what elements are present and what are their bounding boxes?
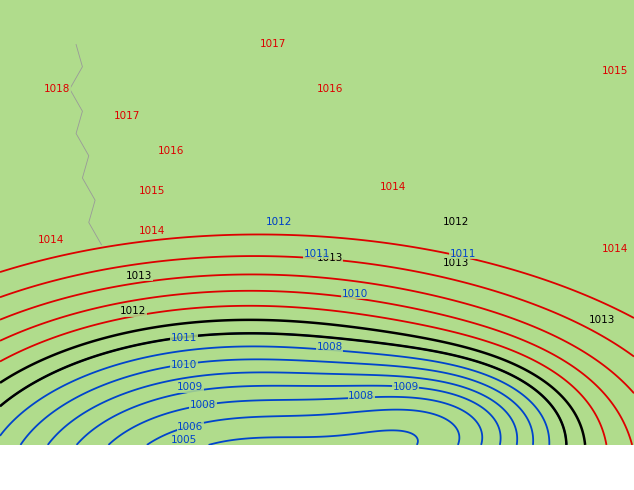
Text: Sa 01-06-2024 06:00 UTC (12+42): Sa 01-06-2024 06:00 UTC (12+42) [398, 456, 631, 468]
Text: 1013: 1013 [589, 316, 616, 325]
Text: 1008: 1008 [316, 342, 343, 352]
Text: 1015: 1015 [602, 66, 628, 76]
Text: 1013: 1013 [443, 258, 470, 268]
Text: 1006: 1006 [177, 422, 204, 432]
Text: 1011: 1011 [304, 248, 330, 259]
Text: 1017: 1017 [113, 111, 140, 121]
Text: 1017: 1017 [259, 40, 286, 49]
Text: 1010: 1010 [342, 289, 368, 298]
Text: 1005: 1005 [171, 436, 197, 445]
Text: 1011: 1011 [450, 248, 476, 259]
Text: 1015: 1015 [139, 186, 165, 196]
Text: 1014: 1014 [602, 244, 628, 254]
Text: 1014: 1014 [139, 226, 165, 236]
Text: 1016: 1016 [158, 147, 184, 156]
Text: 1014: 1014 [380, 182, 406, 192]
Text: 1009: 1009 [177, 382, 204, 392]
Text: 1012: 1012 [120, 306, 146, 317]
Text: 1012: 1012 [266, 218, 292, 227]
Text: 1008: 1008 [348, 391, 375, 401]
Text: © weatheronline.co.uk: © weatheronline.co.uk [489, 480, 631, 490]
Text: 1008: 1008 [190, 400, 216, 410]
Text: 1012: 1012 [266, 218, 292, 227]
Text: 1011: 1011 [171, 333, 197, 343]
Text: 1016: 1016 [316, 84, 343, 94]
Text: 1013: 1013 [316, 253, 343, 263]
Text: 1014: 1014 [37, 235, 64, 245]
Text: 1013: 1013 [126, 271, 153, 281]
Text: 1010: 1010 [171, 360, 197, 370]
Text: Surface pressure [hPa] ECMWF: Surface pressure [hPa] ECMWF [3, 456, 213, 468]
Text: 1009: 1009 [392, 382, 419, 392]
Text: 1018: 1018 [44, 84, 70, 94]
Text: 1012: 1012 [443, 218, 470, 227]
